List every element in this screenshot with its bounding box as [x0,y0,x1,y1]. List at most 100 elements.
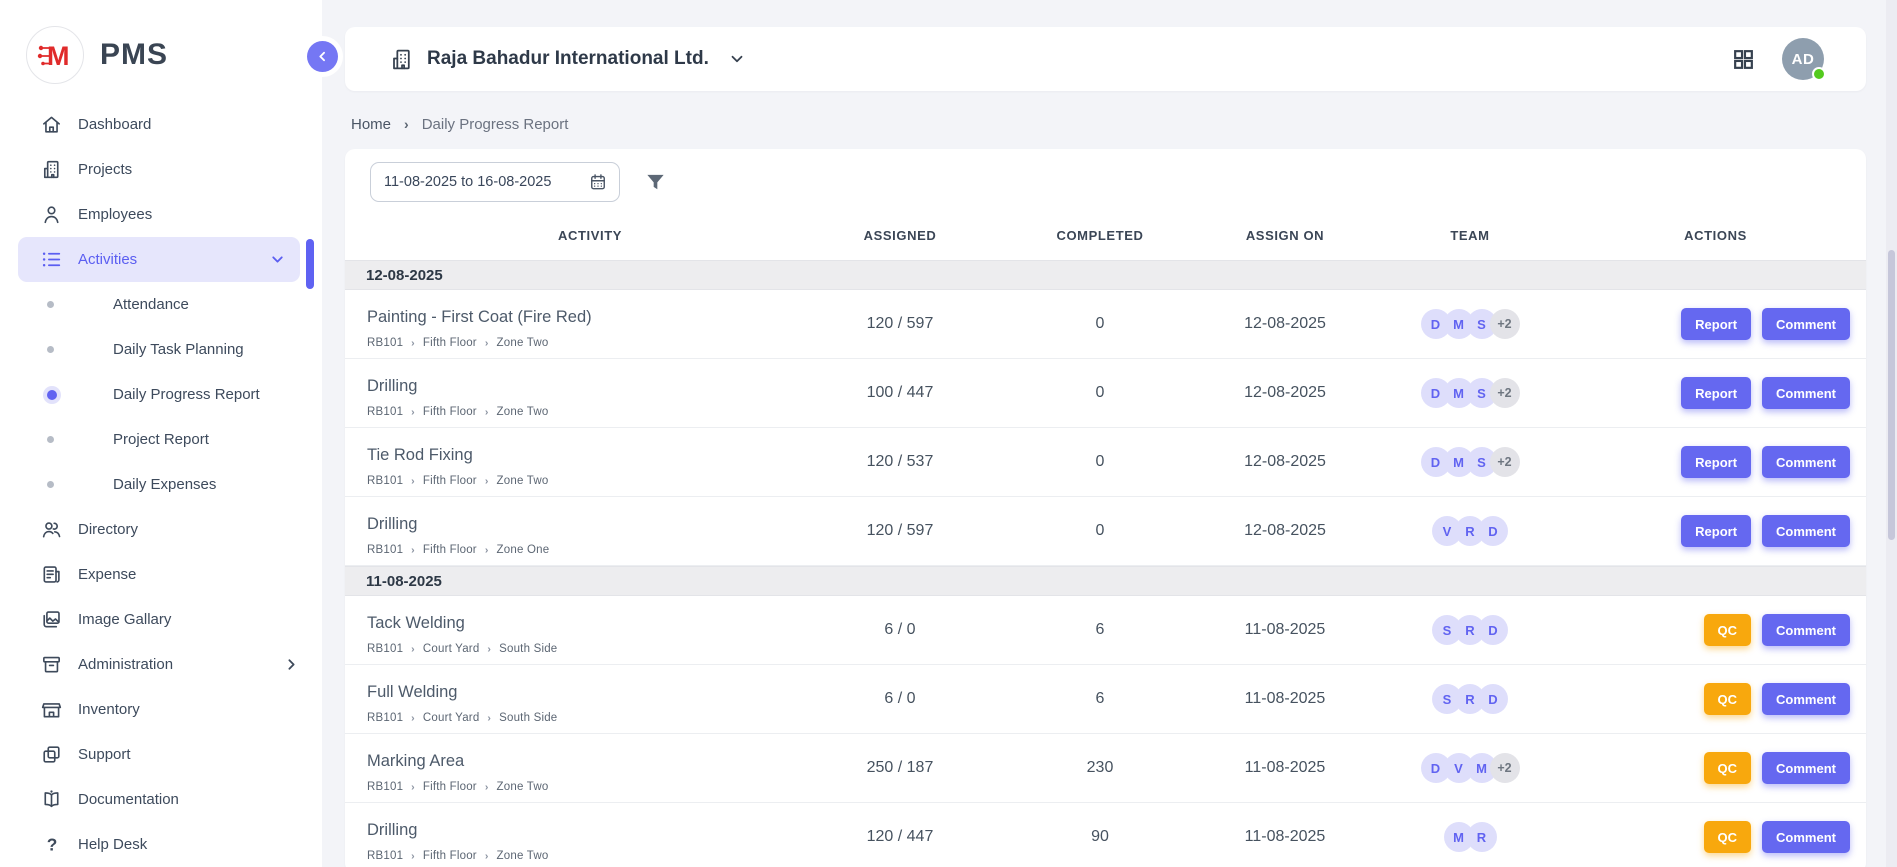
assign-on-value: 11-08-2025 [1195,828,1375,846]
breadcrumb-item-home[interactable]: Home [351,116,391,133]
comment-button[interactable]: Comment [1762,821,1850,853]
report-button[interactable]: Report [1681,515,1751,547]
path-segment: South Side [499,643,557,655]
team-avatar: D [1478,516,1508,546]
table-header: ACTIVITYASSIGNEDCOMPLETEDASSIGN ONTEAMAC… [345,210,1866,260]
sidebar-item-documentation[interactable]: Documentation [0,777,322,822]
sidebar-subitem-label: Daily Expenses [113,476,216,493]
sidebar-item-activities[interactable]: Activities [18,237,300,282]
svg-text:?: ? [47,834,58,854]
sidebar-item-projects[interactable]: Projects [0,147,322,192]
report-button[interactable]: Report [1681,377,1751,409]
chevron-down-icon [728,50,746,68]
activity-path: RB101›Court Yard›South Side [367,712,795,724]
sidebar-item-expense[interactable]: Expense [0,552,322,597]
team-avatar: D [1478,615,1508,645]
sidebar-item-inventory[interactable]: Inventory [0,687,322,732]
path-segment: RB101 [367,781,403,793]
sidebar-item-employees[interactable]: Employees [0,192,322,237]
path-separator-icon: › [485,475,489,487]
book-icon [40,788,63,811]
row-actions: QC Comment [1565,614,1866,646]
sidebar-item-administration[interactable]: Administration [0,642,322,687]
qc-button[interactable]: QC [1704,821,1752,853]
path-separator-icon: › [411,712,415,724]
report-button[interactable]: Report [1681,308,1751,340]
comment-button[interactable]: Comment [1762,377,1850,409]
table-row: DrillingRB101›Fifth Floor›Zone One120 / … [345,497,1866,566]
path-separator-icon: › [485,781,489,793]
path-separator-icon: › [411,850,415,862]
comment-button[interactable]: Comment [1762,308,1850,340]
path-segment: Court Yard [423,712,480,724]
assign-on-value: 11-08-2025 [1195,759,1375,777]
column-header-activity: ACTIVITY [345,228,795,243]
breadcrumb: Home›Daily Progress Report [351,113,1866,135]
sidebar-item-label: Image Gallary [78,611,300,628]
path-segment: Fifth Floor [423,544,477,556]
activity-cell: Tack WeldingRB101›Court Yard›South Side [345,606,795,655]
sidebar-subitem-attendance[interactable]: Attendance [0,282,322,327]
path-segment: Fifth Floor [423,781,477,793]
bullet-icon [47,481,54,488]
breadcrumb-separator-icon: › [404,116,409,132]
comment-button[interactable]: Comment [1762,515,1850,547]
path-segment: RB101 [367,475,403,487]
scrollbar-thumb[interactable] [1888,250,1895,540]
activity-cell: DrillingRB101›Fifth Floor›Zone Two [345,369,795,418]
completed-value: 6 [1005,690,1195,708]
sidebar-item-support[interactable]: Support [0,732,322,777]
sidebar-subitem-label: Project Report [113,431,209,448]
comment-button[interactable]: Comment [1762,752,1850,784]
qc-button[interactable]: QC [1704,752,1752,784]
sidebar-subitem-daily-expenses[interactable]: Daily Expenses [0,462,322,507]
sidebar-subitem-daily-task-planning[interactable]: Daily Task Planning [0,327,322,372]
sidebar-subitem-label: Attendance [113,296,189,313]
top-bar-right: AD [1731,38,1824,80]
calendar-icon [588,172,608,192]
row-actions: QC Comment [1565,683,1866,715]
activity-cell: Full WeldingRB101›Court Yard›South Side [345,675,795,724]
comment-button[interactable]: Comment [1762,614,1850,646]
receipt-icon [40,563,63,586]
company-name: Raja Bahadur International Ltd. [427,48,709,70]
path-segment: RB101 [367,643,403,655]
path-separator-icon: › [411,544,415,556]
sidebar-item-image-gallary[interactable]: Image Gallary [0,597,322,642]
activity-name: Tack Welding [367,614,795,633]
team-avatar-overflow[interactable]: +2 [1490,378,1520,408]
assigned-value: 120 / 537 [795,453,1005,471]
sidebar-subitem-daily-progress-report[interactable]: Daily Progress Report [0,372,322,417]
filter-button[interactable] [644,171,667,194]
row-actions: Report Comment [1565,515,1866,547]
team-avatar-overflow[interactable]: +2 [1490,753,1520,783]
report-button[interactable]: Report [1681,446,1751,478]
team-avatar-overflow[interactable]: +2 [1490,309,1520,339]
active-item-indicator [306,239,314,289]
date-range-input[interactable]: 11-08-2025 to 16-08-2025 [370,162,620,202]
sidebar-item-directory[interactable]: Directory [0,507,322,552]
completed-value: 90 [1005,828,1195,846]
apps-grid-button[interactable] [1731,47,1756,72]
completed-value: 230 [1005,759,1195,777]
sidebar-item-dashboard[interactable]: Dashboard [0,102,322,147]
sidebar-item-help-desk[interactable]: ?Help Desk [0,822,322,867]
assign-on-value: 12-08-2025 [1195,453,1375,471]
team-avatars: DMS+2 [1375,378,1565,408]
path-separator-icon: › [485,850,489,862]
qc-button[interactable]: QC [1704,683,1752,715]
qc-button[interactable]: QC [1704,614,1752,646]
date-range-value: 11-08-2025 to 16-08-2025 [384,174,579,190]
path-segment: South Side [499,712,557,724]
user-avatar[interactable]: AD [1782,38,1824,80]
scrollbar[interactable] [1886,0,1897,867]
bullet-icon [47,390,57,400]
company-selector[interactable]: Raja Bahadur International Ltd. [389,47,746,72]
comment-button[interactable]: Comment [1762,446,1850,478]
team-avatars: DMS+2 [1375,309,1565,339]
comment-button[interactable]: Comment [1762,683,1850,715]
sidebar-collapse-button[interactable] [307,41,338,72]
sidebar-subitem-project-report[interactable]: Project Report [0,417,322,462]
sidebar-item-label: Documentation [78,791,300,808]
team-avatar-overflow[interactable]: +2 [1490,447,1520,477]
